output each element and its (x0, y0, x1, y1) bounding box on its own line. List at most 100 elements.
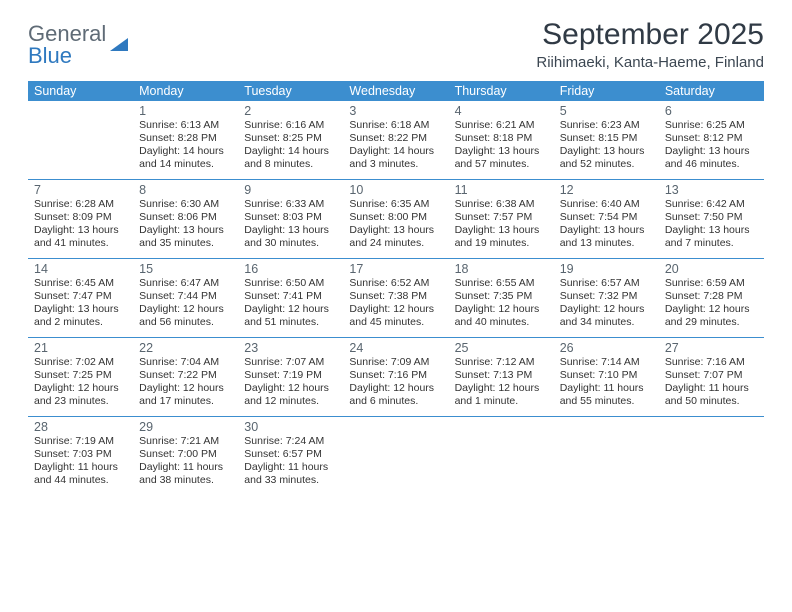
day-cell: 15Sunrise: 6:47 AMSunset: 7:44 PMDayligh… (133, 259, 238, 337)
sun-data: Sunrise: 6:28 AMSunset: 8:09 PMDaylight:… (34, 198, 127, 251)
sun-data: Sunrise: 7:16 AMSunset: 7:07 PMDaylight:… (665, 356, 758, 409)
day-number: 19 (560, 262, 653, 276)
day-cell: 23Sunrise: 7:07 AMSunset: 7:19 PMDayligh… (238, 338, 343, 416)
day-cell: 5Sunrise: 6:23 AMSunset: 8:15 PMDaylight… (554, 101, 659, 179)
sun-data: Sunrise: 6:21 AMSunset: 8:18 PMDaylight:… (455, 119, 548, 172)
day-header-row: SundayMondayTuesdayWednesdayThursdayFrid… (28, 81, 764, 101)
sun-data: Sunrise: 6:33 AMSunset: 8:03 PMDaylight:… (244, 198, 337, 251)
day-cell: 14Sunrise: 6:45 AMSunset: 7:47 PMDayligh… (28, 259, 133, 337)
day-number: 25 (455, 341, 548, 355)
logo-text: General Blue (28, 24, 106, 68)
day-cell (343, 417, 448, 495)
day-number: 8 (139, 183, 232, 197)
sun-data: Sunrise: 7:04 AMSunset: 7:22 PMDaylight:… (139, 356, 232, 409)
day-cell: 27Sunrise: 7:16 AMSunset: 7:07 PMDayligh… (659, 338, 764, 416)
sun-data: Sunrise: 6:13 AMSunset: 8:28 PMDaylight:… (139, 119, 232, 172)
day-number: 15 (139, 262, 232, 276)
sun-data: Sunrise: 6:42 AMSunset: 7:50 PMDaylight:… (665, 198, 758, 251)
sun-data: Sunrise: 6:38 AMSunset: 7:57 PMDaylight:… (455, 198, 548, 251)
day-header-cell: Wednesday (343, 81, 448, 101)
logo-triangle-icon (110, 38, 128, 51)
sun-data: Sunrise: 6:55 AMSunset: 7:35 PMDaylight:… (455, 277, 548, 330)
day-number: 13 (665, 183, 758, 197)
day-number: 6 (665, 104, 758, 118)
day-header-cell: Monday (133, 81, 238, 101)
week-row: 7Sunrise: 6:28 AMSunset: 8:09 PMDaylight… (28, 180, 764, 259)
sun-data: Sunrise: 6:18 AMSunset: 8:22 PMDaylight:… (349, 119, 442, 172)
day-number: 22 (139, 341, 232, 355)
day-cell: 11Sunrise: 6:38 AMSunset: 7:57 PMDayligh… (449, 180, 554, 258)
week-row: 1Sunrise: 6:13 AMSunset: 8:28 PMDaylight… (28, 101, 764, 180)
day-number: 26 (560, 341, 653, 355)
sun-data: Sunrise: 7:02 AMSunset: 7:25 PMDaylight:… (34, 356, 127, 409)
week-row: 21Sunrise: 7:02 AMSunset: 7:25 PMDayligh… (28, 338, 764, 417)
day-number: 9 (244, 183, 337, 197)
day-number: 17 (349, 262, 442, 276)
day-header-cell: Thursday (449, 81, 554, 101)
day-cell: 9Sunrise: 6:33 AMSunset: 8:03 PMDaylight… (238, 180, 343, 258)
header: General Blue September 2025 Riihimaeki, … (28, 18, 764, 71)
day-number: 30 (244, 420, 337, 434)
day-number: 1 (139, 104, 232, 118)
week-row: 14Sunrise: 6:45 AMSunset: 7:47 PMDayligh… (28, 259, 764, 338)
day-cell: 17Sunrise: 6:52 AMSunset: 7:38 PMDayligh… (343, 259, 448, 337)
day-cell (449, 417, 554, 495)
day-number: 10 (349, 183, 442, 197)
page-title: September 2025 (536, 18, 764, 52)
sun-data: Sunrise: 7:07 AMSunset: 7:19 PMDaylight:… (244, 356, 337, 409)
day-number: 14 (34, 262, 127, 276)
day-cell: 16Sunrise: 6:50 AMSunset: 7:41 PMDayligh… (238, 259, 343, 337)
day-number: 24 (349, 341, 442, 355)
day-cell: 25Sunrise: 7:12 AMSunset: 7:13 PMDayligh… (449, 338, 554, 416)
sun-data: Sunrise: 7:14 AMSunset: 7:10 PMDaylight:… (560, 356, 653, 409)
sun-data: Sunrise: 6:40 AMSunset: 7:54 PMDaylight:… (560, 198, 653, 251)
day-number: 3 (349, 104, 442, 118)
day-number: 20 (665, 262, 758, 276)
day-cell: 28Sunrise: 7:19 AMSunset: 7:03 PMDayligh… (28, 417, 133, 495)
day-number: 21 (34, 341, 127, 355)
day-cell: 2Sunrise: 6:16 AMSunset: 8:25 PMDaylight… (238, 101, 343, 179)
day-cell: 12Sunrise: 6:40 AMSunset: 7:54 PMDayligh… (554, 180, 659, 258)
day-header-cell: Sunday (28, 81, 133, 101)
day-cell: 24Sunrise: 7:09 AMSunset: 7:16 PMDayligh… (343, 338, 448, 416)
day-cell: 20Sunrise: 6:59 AMSunset: 7:28 PMDayligh… (659, 259, 764, 337)
day-cell (554, 417, 659, 495)
sun-data: Sunrise: 7:12 AMSunset: 7:13 PMDaylight:… (455, 356, 548, 409)
day-cell: 29Sunrise: 7:21 AMSunset: 7:00 PMDayligh… (133, 417, 238, 495)
day-number: 5 (560, 104, 653, 118)
day-header-cell: Saturday (659, 81, 764, 101)
day-number: 11 (455, 183, 548, 197)
sun-data: Sunrise: 6:35 AMSunset: 8:00 PMDaylight:… (349, 198, 442, 251)
sun-data: Sunrise: 6:30 AMSunset: 8:06 PMDaylight:… (139, 198, 232, 251)
sun-data: Sunrise: 6:45 AMSunset: 7:47 PMDaylight:… (34, 277, 127, 330)
title-block: September 2025 Riihimaeki, Kanta-Haeme, … (536, 18, 764, 71)
day-cell: 1Sunrise: 6:13 AMSunset: 8:28 PMDaylight… (133, 101, 238, 179)
location-text: Riihimaeki, Kanta-Haeme, Finland (536, 54, 764, 71)
day-cell: 19Sunrise: 6:57 AMSunset: 7:32 PMDayligh… (554, 259, 659, 337)
day-number: 7 (34, 183, 127, 197)
day-number: 27 (665, 341, 758, 355)
day-cell: 6Sunrise: 6:25 AMSunset: 8:12 PMDaylight… (659, 101, 764, 179)
day-cell: 10Sunrise: 6:35 AMSunset: 8:00 PMDayligh… (343, 180, 448, 258)
sun-data: Sunrise: 6:25 AMSunset: 8:12 PMDaylight:… (665, 119, 758, 172)
day-header-cell: Tuesday (238, 81, 343, 101)
sun-data: Sunrise: 6:52 AMSunset: 7:38 PMDaylight:… (349, 277, 442, 330)
day-number: 4 (455, 104, 548, 118)
sun-data: Sunrise: 6:23 AMSunset: 8:15 PMDaylight:… (560, 119, 653, 172)
sun-data: Sunrise: 6:16 AMSunset: 8:25 PMDaylight:… (244, 119, 337, 172)
day-cell: 18Sunrise: 6:55 AMSunset: 7:35 PMDayligh… (449, 259, 554, 337)
day-cell: 7Sunrise: 6:28 AMSunset: 8:09 PMDaylight… (28, 180, 133, 258)
day-cell: 8Sunrise: 6:30 AMSunset: 8:06 PMDaylight… (133, 180, 238, 258)
sun-data: Sunrise: 6:59 AMSunset: 7:28 PMDaylight:… (665, 277, 758, 330)
sun-data: Sunrise: 6:47 AMSunset: 7:44 PMDaylight:… (139, 277, 232, 330)
day-cell: 13Sunrise: 6:42 AMSunset: 7:50 PMDayligh… (659, 180, 764, 258)
day-number: 29 (139, 420, 232, 434)
day-cell (28, 101, 133, 179)
day-number: 23 (244, 341, 337, 355)
day-number: 28 (34, 420, 127, 434)
sun-data: Sunrise: 6:57 AMSunset: 7:32 PMDaylight:… (560, 277, 653, 330)
sun-data: Sunrise: 6:50 AMSunset: 7:41 PMDaylight:… (244, 277, 337, 330)
sun-data: Sunrise: 7:09 AMSunset: 7:16 PMDaylight:… (349, 356, 442, 409)
day-number: 12 (560, 183, 653, 197)
day-cell: 22Sunrise: 7:04 AMSunset: 7:22 PMDayligh… (133, 338, 238, 416)
